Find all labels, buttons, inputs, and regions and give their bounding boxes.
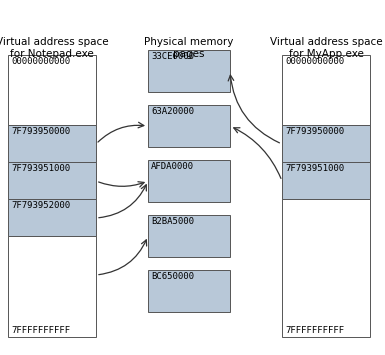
Bar [282,125,370,162]
Text: B2BA5000: B2BA5000 [151,217,194,226]
Text: 7F793951000: 7F793951000 [11,164,70,173]
Text: 7F793951000: 7F793951000 [285,164,344,173]
Text: 7FFFFFFFFFF: 7FFFFFFFFFF [11,326,70,335]
Bar [148,215,230,257]
Bar [148,270,230,312]
Text: 7F793952000: 7F793952000 [11,201,70,210]
Text: Virtual address space
for Notepad.exe: Virtual address space for Notepad.exe [0,37,108,59]
Text: AFDA0000: AFDA0000 [151,162,194,171]
Bar [8,199,96,236]
Text: 7F793950000: 7F793950000 [11,127,70,136]
Bar [8,125,96,162]
Text: 63A20000: 63A20000 [151,107,194,116]
Text: 33CE0000: 33CE0000 [151,52,194,61]
Bar [8,55,96,125]
Text: 00000000000: 00000000000 [285,57,344,66]
Text: 00000000000: 00000000000 [11,57,70,66]
Bar [8,236,96,337]
Bar [148,160,230,202]
Text: Virtual address space
for MyApp.exe: Virtual address space for MyApp.exe [270,37,382,59]
Text: 7F793950000: 7F793950000 [285,127,344,136]
Bar [282,199,370,337]
Bar [148,50,230,92]
Bar [282,55,370,125]
Bar [8,162,96,199]
Text: Physical memory
pages: Physical memory pages [144,37,234,59]
Bar [148,105,230,147]
Text: 7FFFFFFFFFF: 7FFFFFFFFFF [285,326,344,335]
Bar [282,162,370,199]
Text: BC650000: BC650000 [151,272,194,281]
